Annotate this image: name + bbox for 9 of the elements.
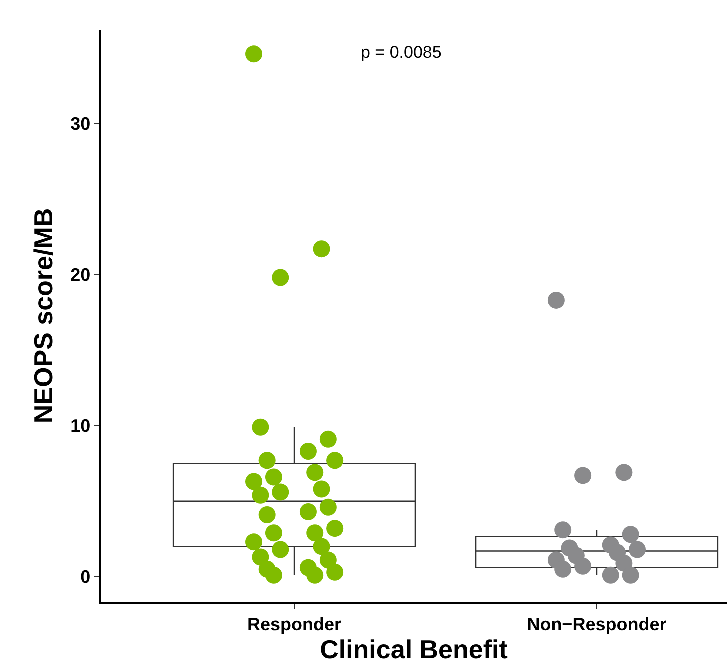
x-axis-title: Clinical Benefit <box>320 634 508 664</box>
x-tick-label: Responder <box>248 614 342 634</box>
y-tick-label: 20 <box>70 265 91 286</box>
y-tick-label: 0 <box>80 567 91 588</box>
y-axis-title: NEOPS score/MB <box>28 208 59 424</box>
y-tick-label: 30 <box>70 114 91 134</box>
y-tick-label: 10 <box>70 416 91 436</box>
x-tick-label: Non−Responder <box>527 614 667 634</box>
annotation: p = 0.0085 <box>361 43 442 62</box>
